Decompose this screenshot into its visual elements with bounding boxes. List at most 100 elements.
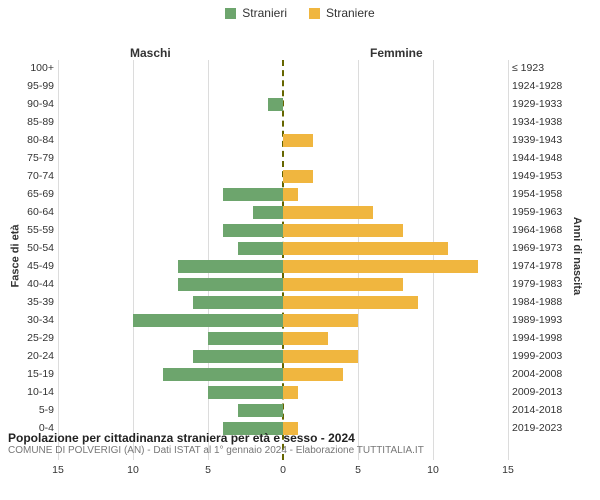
pyramid-row: 35-391984-1988 bbox=[58, 294, 508, 312]
year-label: ≤ 1923 bbox=[512, 62, 572, 74]
xaxis-tick-label: 15 bbox=[502, 464, 514, 476]
year-label: 1964-1968 bbox=[512, 224, 572, 236]
pyramid-row: 40-441979-1983 bbox=[58, 276, 508, 294]
bar-male bbox=[178, 278, 283, 291]
year-label: 2014-2018 bbox=[512, 404, 572, 416]
pyramid-row: 30-341989-1993 bbox=[58, 312, 508, 330]
bar-female bbox=[283, 386, 298, 399]
year-label: 1979-1983 bbox=[512, 278, 572, 290]
bar-female bbox=[283, 134, 313, 147]
header-female: Femmine bbox=[370, 46, 423, 60]
age-label: 25-29 bbox=[6, 332, 54, 344]
age-label: 20-24 bbox=[6, 350, 54, 362]
bar-male bbox=[238, 404, 283, 417]
age-label: 75-79 bbox=[6, 152, 54, 164]
age-label: 35-39 bbox=[6, 296, 54, 308]
footer-title: Popolazione per cittadinanza straniera p… bbox=[8, 431, 424, 445]
bar-male bbox=[223, 224, 283, 237]
age-label: 70-74 bbox=[6, 170, 54, 182]
swatch-male bbox=[225, 8, 236, 19]
bar-male bbox=[178, 260, 283, 273]
legend-item-female: Straniere bbox=[309, 6, 375, 20]
bar-male bbox=[163, 368, 283, 381]
pyramid-row: 100+≤ 1923 bbox=[58, 60, 508, 78]
bar-male bbox=[208, 386, 283, 399]
year-label: 2004-2008 bbox=[512, 368, 572, 380]
year-label: 1944-1948 bbox=[512, 152, 572, 164]
year-label: 2009-2013 bbox=[512, 386, 572, 398]
pyramid-row: 5-92014-2018 bbox=[58, 402, 508, 420]
chart: Maschi Femmine Fasce di età Anni di nasc… bbox=[0, 20, 600, 460]
bar-female bbox=[283, 224, 403, 237]
year-label: 1954-1958 bbox=[512, 188, 572, 200]
bar-male bbox=[268, 98, 283, 111]
pyramid-row: 45-491974-1978 bbox=[58, 258, 508, 276]
pyramid-row: 90-941929-1933 bbox=[58, 96, 508, 114]
age-label: 45-49 bbox=[6, 260, 54, 272]
age-label: 15-19 bbox=[6, 368, 54, 380]
year-label: 1924-1928 bbox=[512, 80, 572, 92]
xaxis-tick-label: 15 bbox=[52, 464, 64, 476]
pyramid-row: 15-192004-2008 bbox=[58, 366, 508, 384]
bar-female bbox=[283, 296, 418, 309]
bar-male bbox=[223, 188, 283, 201]
xaxis-tick-label: 5 bbox=[205, 464, 211, 476]
age-label: 40-44 bbox=[6, 278, 54, 290]
pyramid-row: 20-241999-2003 bbox=[58, 348, 508, 366]
bar-female bbox=[283, 242, 448, 255]
age-label: 5-9 bbox=[6, 404, 54, 416]
pyramid-row: 50-541969-1973 bbox=[58, 240, 508, 258]
age-label: 100+ bbox=[6, 62, 54, 74]
legend-item-male: Stranieri bbox=[225, 6, 287, 20]
year-label: 1974-1978 bbox=[512, 260, 572, 272]
year-label: 1934-1938 bbox=[512, 116, 572, 128]
xaxis-tick-label: 0 bbox=[280, 464, 286, 476]
legend-label-male: Stranieri bbox=[242, 6, 287, 20]
pyramid-row: 95-991924-1928 bbox=[58, 78, 508, 96]
age-label: 90-94 bbox=[6, 98, 54, 110]
bar-female bbox=[283, 314, 358, 327]
age-label: 65-69 bbox=[6, 188, 54, 200]
pyramid-row: 75-791944-1948 bbox=[58, 150, 508, 168]
year-label: 2019-2023 bbox=[512, 422, 572, 434]
bar-female bbox=[283, 332, 328, 345]
year-label: 1999-2003 bbox=[512, 350, 572, 362]
bar-female bbox=[283, 188, 298, 201]
pyramid-row: 10-142009-2013 bbox=[58, 384, 508, 402]
gridline bbox=[508, 60, 509, 460]
bar-male bbox=[208, 332, 283, 345]
pyramid-row: 85-891934-1938 bbox=[58, 114, 508, 132]
header-male: Maschi bbox=[130, 46, 171, 60]
legend: Stranieri Straniere bbox=[0, 0, 600, 20]
age-label: 55-59 bbox=[6, 224, 54, 236]
bar-male bbox=[133, 314, 283, 327]
bar-female bbox=[283, 170, 313, 183]
year-label: 1989-1993 bbox=[512, 314, 572, 326]
year-label: 1969-1973 bbox=[512, 242, 572, 254]
age-label: 30-34 bbox=[6, 314, 54, 326]
bar-female bbox=[283, 278, 403, 291]
bar-male bbox=[193, 296, 283, 309]
pyramid-row: 70-741949-1953 bbox=[58, 168, 508, 186]
age-label: 85-89 bbox=[6, 116, 54, 128]
age-label: 10-14 bbox=[6, 386, 54, 398]
bar-male bbox=[253, 206, 283, 219]
year-label: 1994-1998 bbox=[512, 332, 572, 344]
year-label: 1939-1943 bbox=[512, 134, 572, 146]
pyramid-row: 60-641959-1963 bbox=[58, 204, 508, 222]
year-label: 1949-1953 bbox=[512, 170, 572, 182]
footer-sub: COMUNE DI POLVERIGI (AN) - Dati ISTAT al… bbox=[8, 445, 424, 456]
pyramid-row: 80-841939-1943 bbox=[58, 132, 508, 150]
age-label: 50-54 bbox=[6, 242, 54, 254]
bar-male bbox=[238, 242, 283, 255]
legend-label-female: Straniere bbox=[326, 6, 375, 20]
xaxis-tick-label: 10 bbox=[427, 464, 439, 476]
xaxis-tick-label: 10 bbox=[127, 464, 139, 476]
bar-female bbox=[283, 206, 373, 219]
swatch-female bbox=[309, 8, 320, 19]
footer: Popolazione per cittadinanza straniera p… bbox=[8, 431, 424, 456]
age-label: 95-99 bbox=[6, 80, 54, 92]
pyramid-row: 65-691954-1958 bbox=[58, 186, 508, 204]
bar-male bbox=[193, 350, 283, 363]
year-label: 1929-1933 bbox=[512, 98, 572, 110]
